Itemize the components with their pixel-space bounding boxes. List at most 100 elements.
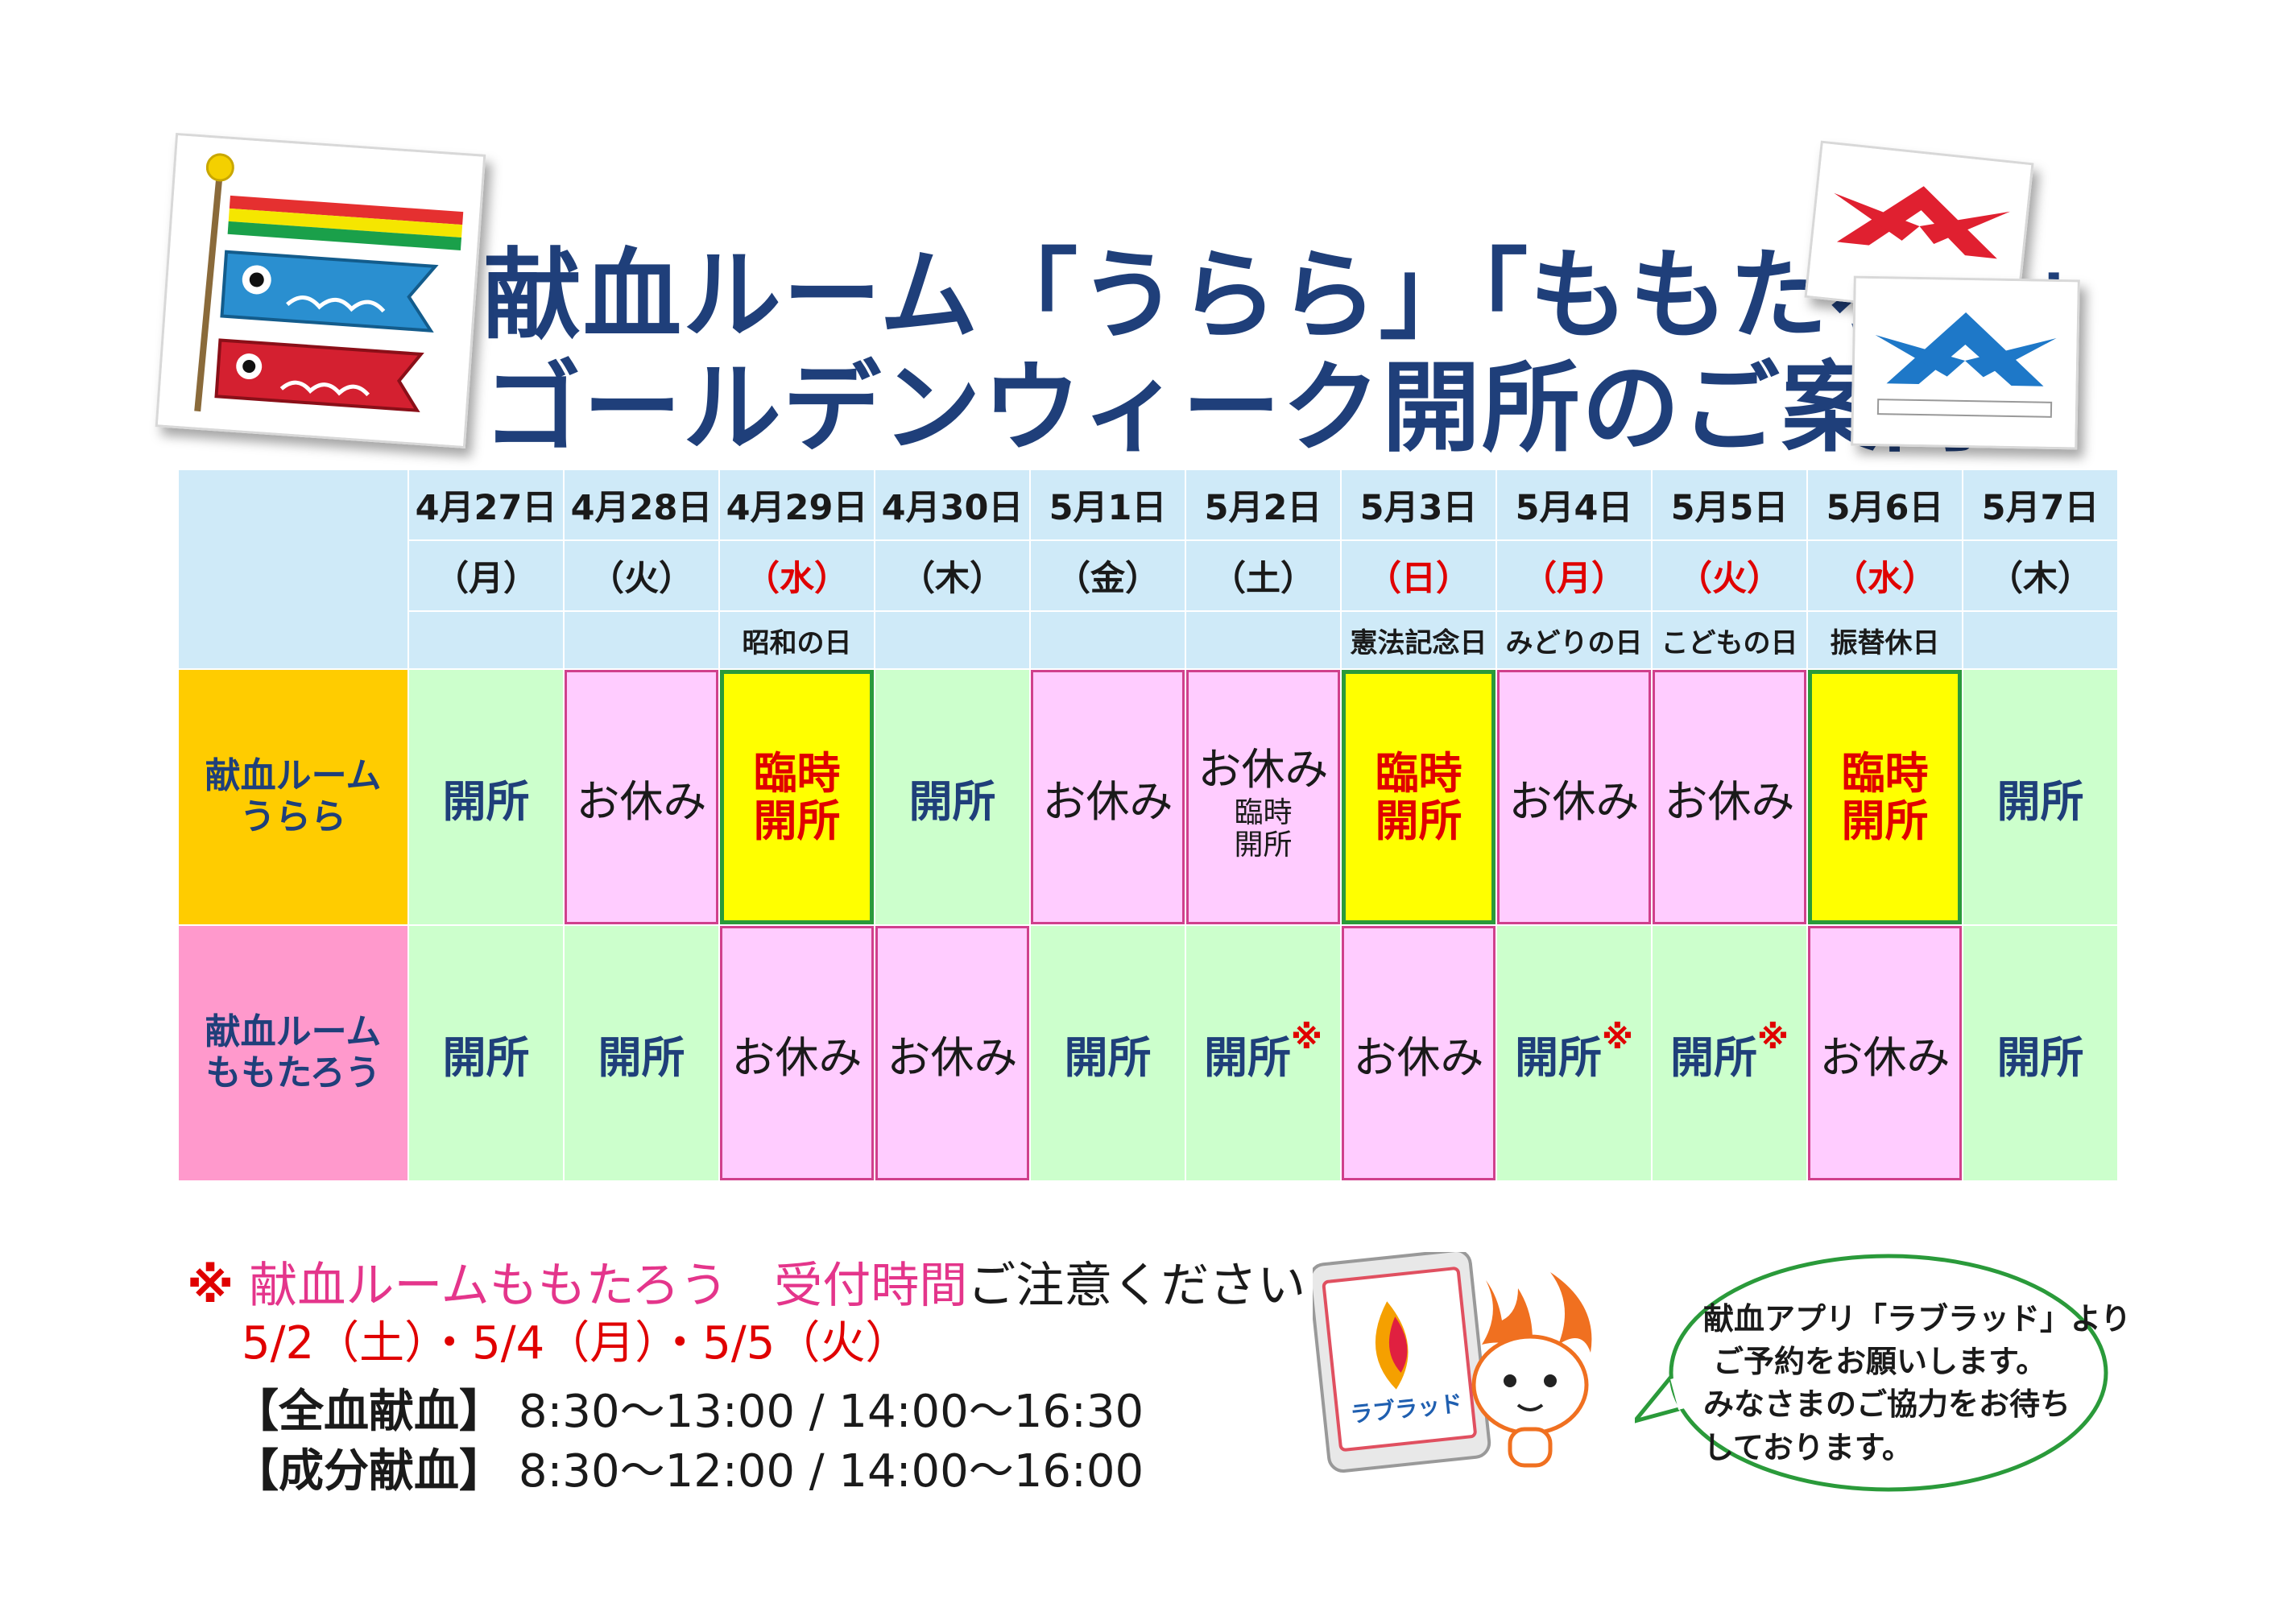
bubble-line: しております。 <box>1703 1429 1913 1465</box>
status-cell: 開所 <box>1029 924 1186 1182</box>
header-holiday <box>1185 610 1342 670</box>
whole-blood-time: 8:30〜13:00 / 14:00〜16:30 <box>518 1386 1144 1438</box>
status-open: 開所 <box>1064 1031 1152 1083</box>
status-cell: お休み <box>874 924 1031 1182</box>
status-open: 開所 <box>1996 775 2084 827</box>
header-weekday: （月） <box>407 539 565 612</box>
koinobori-illustration <box>155 132 486 449</box>
note-dates: 5/2（土）・5/4（月）・5/5（火） <box>242 1317 911 1370</box>
note-asterisk: ※ <box>187 1258 234 1314</box>
koinobori-icon <box>157 135 484 446</box>
status-cell: お休み <box>1029 668 1186 926</box>
note-room: 献血ルームももたろう <box>249 1258 729 1314</box>
kabuto-red-icon <box>1806 143 2032 318</box>
header-weekday: （水） <box>1806 539 1963 612</box>
status-closed: お休み <box>1198 743 1329 795</box>
status-cell: 開所 <box>407 924 565 1182</box>
header-holiday: 憲法記念日 <box>1340 610 1497 670</box>
status-open: 開所 <box>1996 1031 2084 1083</box>
status-temp-line: 臨時 <box>1841 747 1929 799</box>
status-closed: お休み <box>1353 1031 1484 1083</box>
header-date: 4月28日 <box>563 469 720 541</box>
status-closed: お休み <box>1664 775 1795 827</box>
component-time: 8:30〜12:00 / 14:00〜16:00 <box>518 1445 1144 1498</box>
note-mark: ※ <box>1291 1019 1322 1056</box>
status-cell: お休み <box>1806 924 1963 1182</box>
status-temp-line: 臨時 <box>753 747 841 799</box>
header-date: 4月30日 <box>874 469 1031 541</box>
status-cell: お休み <box>1651 668 1808 926</box>
room-label-urara: 献血ルーム うらら <box>177 668 409 926</box>
status-temp-line: 開所 <box>1841 795 1929 846</box>
status-closed: お休み <box>576 775 707 827</box>
header-holiday <box>1029 610 1186 670</box>
page-subtitle: ゴールデンウィーク開所のご案内 <box>483 351 1981 465</box>
header-holiday <box>874 610 1031 670</box>
reception-note: ※ 献血ルームももたろう 受付時間ご注意ください <box>187 1246 1305 1316</box>
header-date: 5月5日 <box>1651 469 1808 541</box>
status-closed: お休み <box>1042 775 1173 827</box>
status-cell: 開所※ <box>1651 924 1808 1182</box>
header-holiday: みどりの日 <box>1496 610 1653 670</box>
component-label: 【成分献血】 <box>234 1445 504 1498</box>
status-closed: お休み <box>731 1031 863 1083</box>
status-open: 開所 <box>908 775 996 827</box>
header-holiday: 昭和の日 <box>718 610 875 670</box>
status-cell: 開所 <box>1962 924 2119 1182</box>
room-label-line: うらら <box>240 796 346 837</box>
status-sub-line: 臨時 <box>1234 795 1293 829</box>
status-cell: 開所※ <box>1496 924 1653 1182</box>
kabuto-red-illustration <box>1804 140 2034 320</box>
corner-cell <box>177 469 409 670</box>
status-closed: お休み <box>1508 775 1640 827</box>
header-holiday <box>563 610 720 670</box>
header-date: 5月7日 <box>1962 469 2119 541</box>
header-weekday: （火） <box>563 539 720 612</box>
status-temp-line: 開所 <box>1375 795 1462 846</box>
whole-blood-hours: 【全血献血】 8:30〜13:00 / 14:00〜16:30 <box>234 1375 1144 1440</box>
kabuto-blue-icon <box>1853 278 2078 448</box>
status-cell: 開所 <box>563 924 720 1182</box>
note-caution: ご注意ください <box>967 1258 1306 1314</box>
status-open: 開所 <box>1204 1031 1292 1083</box>
note-reception: 受付時間 <box>774 1258 968 1314</box>
status-closed: お休み <box>887 1031 1018 1083</box>
header-weekday: （水） <box>718 539 875 612</box>
header-weekday: （木） <box>1962 539 2119 612</box>
status-cell: お休み <box>1496 668 1653 926</box>
header-date: 5月3日 <box>1340 469 1497 541</box>
status-open: 開所 <box>1515 1031 1603 1083</box>
header-date: 5月4日 <box>1496 469 1653 541</box>
speech-bubble <box>1635 1254 2108 1492</box>
header-holiday <box>1962 610 2119 670</box>
status-cell: お休み <box>563 668 720 926</box>
kabuto-blue-illustration <box>1851 275 2080 450</box>
header-weekday: （月） <box>1496 539 1653 612</box>
status-cell: 開所 <box>1962 668 2119 926</box>
phone-icon: ラブラッド <box>1313 1252 1491 1473</box>
header-holiday: 振替休日 <box>1806 610 1963 670</box>
status-open: 開所 <box>1670 1031 1758 1083</box>
note-mark: ※ <box>1602 1019 1633 1056</box>
status-temp-line: 臨時 <box>1375 747 1462 799</box>
status-closed: お休み <box>1819 1031 1951 1083</box>
header-date: 5月6日 <box>1806 469 1963 541</box>
header-date: 5月2日 <box>1185 469 1342 541</box>
header-date: 4月29日 <box>718 469 875 541</box>
status-open: 開所 <box>442 775 530 827</box>
room-label-line: ももたろう <box>205 1052 381 1093</box>
status-cell: 開所 <box>874 668 1031 926</box>
bubble-line: みなさまのご協力をお待ち <box>1703 1386 2071 1423</box>
status-cell: 臨時 開所 <box>1340 668 1497 926</box>
status-cell: お休み <box>1340 924 1497 1182</box>
component-hours: 【成分献血】 8:30〜12:00 / 14:00〜16:00 <box>234 1435 1144 1500</box>
header-date: 4月27日 <box>407 469 565 541</box>
status-cell: お休み 臨時 開所 <box>1185 668 1342 926</box>
status-open: 開所 <box>442 1031 530 1083</box>
status-open: 開所 <box>598 1031 685 1083</box>
status-cell: お休み <box>718 924 875 1182</box>
room-label-line: 献血ルーム <box>205 1011 382 1053</box>
header-weekday: （土） <box>1185 539 1342 612</box>
whole-blood-label: 【全血献血】 <box>234 1386 504 1438</box>
mascot-icon <box>1471 1272 1592 1468</box>
